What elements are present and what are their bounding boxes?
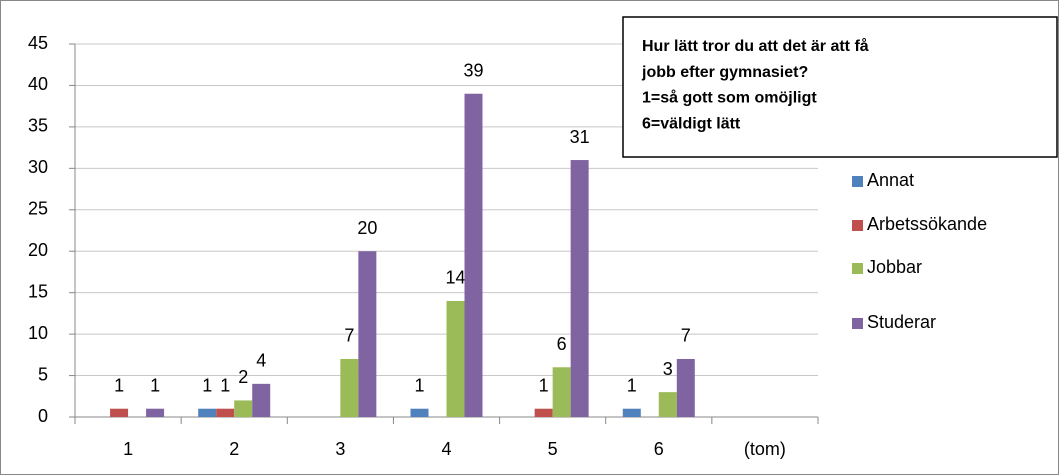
bar — [658, 392, 677, 417]
bar — [534, 408, 553, 417]
data-label: 20 — [357, 218, 377, 238]
legend-label: Studerar — [867, 312, 936, 332]
legend-swatch — [852, 318, 863, 329]
data-label: 1 — [114, 375, 124, 395]
y-tick-label: 0 — [38, 406, 48, 426]
y-tick-label: 40 — [28, 74, 48, 94]
data-label: 3 — [663, 359, 673, 379]
bar — [216, 408, 235, 417]
data-label: 1 — [220, 375, 230, 395]
y-tick-label: 5 — [38, 364, 48, 384]
x-tick-label: 5 — [548, 439, 558, 459]
data-label: 1 — [414, 375, 424, 395]
bar — [622, 408, 641, 417]
data-label: 31 — [570, 127, 590, 147]
x-tick-label: 4 — [441, 439, 451, 459]
bar — [358, 251, 377, 417]
bar — [340, 358, 359, 417]
data-label: 7 — [344, 326, 354, 346]
x-tick-label: 2 — [229, 439, 239, 459]
x-tick-label: 1 — [123, 439, 133, 459]
data-label: 6 — [557, 334, 567, 354]
bar — [446, 300, 465, 417]
data-label: 14 — [445, 268, 465, 288]
bar — [676, 358, 695, 417]
bar — [252, 383, 271, 417]
data-label: 1 — [150, 375, 160, 395]
legend-label: Annat — [867, 170, 914, 190]
bar — [198, 408, 217, 417]
data-label: 39 — [463, 60, 483, 80]
y-tick-label: 30 — [28, 157, 48, 177]
chart-title: 6=väldigt lätt — [642, 115, 741, 132]
legend-label: Arbetssökande — [867, 214, 987, 234]
y-tick-label: 45 — [28, 33, 48, 53]
data-label: 7 — [681, 326, 691, 346]
chart-title: jobb efter gymnasiet? — [641, 64, 808, 81]
y-tick-label: 10 — [28, 323, 48, 343]
legend-label: Jobbar — [867, 257, 922, 277]
data-label: 1 — [539, 375, 549, 395]
title-box — [622, 16, 1058, 158]
x-tick-label: 6 — [654, 439, 664, 459]
y-tick-label: 15 — [28, 281, 48, 301]
chart-title: 1=så gott som omöjligt — [642, 89, 817, 107]
data-label: 4 — [256, 351, 266, 371]
bar — [410, 408, 429, 417]
data-label: 2 — [238, 367, 248, 387]
chart-title: Hur lätt tror du att det är att få — [642, 37, 869, 55]
x-tick-label: (tom) — [744, 439, 786, 459]
y-tick-label: 25 — [28, 199, 48, 219]
bar — [234, 400, 253, 417]
legend-swatch — [852, 263, 863, 274]
data-label: 1 — [627, 375, 637, 395]
legend-swatch — [852, 176, 863, 187]
bar — [110, 408, 129, 417]
bar — [570, 160, 589, 418]
bar — [464, 93, 483, 417]
y-tick-label: 20 — [28, 240, 48, 260]
x-tick-label: 3 — [335, 439, 345, 459]
data-label: 1 — [202, 375, 212, 395]
bar — [146, 408, 165, 417]
legend-swatch — [852, 220, 863, 231]
bar — [552, 367, 571, 417]
y-tick-label: 35 — [28, 116, 48, 136]
